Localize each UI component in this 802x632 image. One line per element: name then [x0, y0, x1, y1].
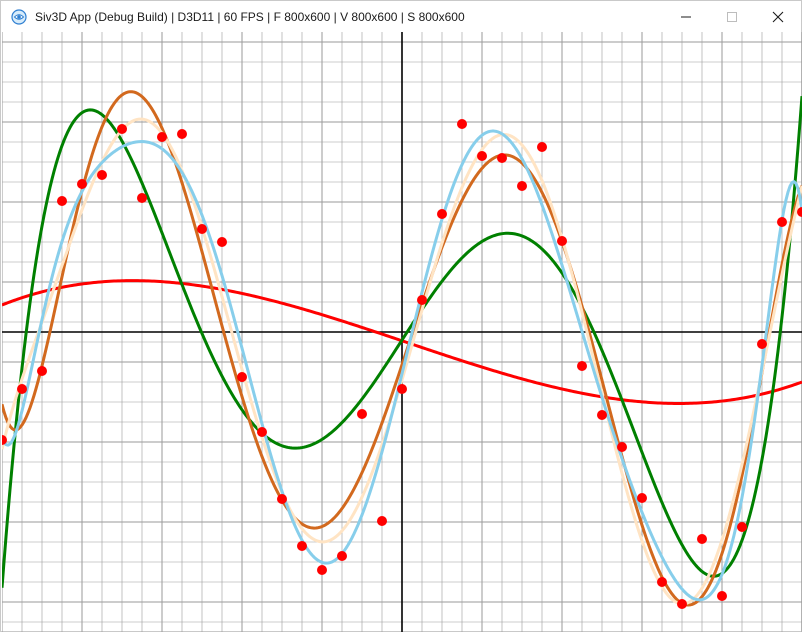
regression-plot — [2, 32, 802, 632]
data-point — [517, 181, 527, 191]
data-point — [217, 237, 227, 247]
data-point — [777, 217, 787, 227]
data-point — [237, 372, 247, 382]
data-point — [477, 151, 487, 161]
minimize-icon — [680, 11, 692, 23]
data-point — [497, 153, 507, 163]
data-point — [317, 565, 327, 575]
data-point — [157, 132, 167, 142]
data-point — [757, 339, 767, 349]
render-canvas[interactable] — [2, 32, 802, 632]
data-point — [177, 129, 187, 139]
data-point — [637, 493, 647, 503]
data-point — [577, 361, 587, 371]
data-point — [337, 551, 347, 561]
data-point — [117, 124, 127, 134]
data-point — [377, 516, 387, 526]
data-point — [737, 522, 747, 532]
data-point — [617, 442, 627, 452]
close-button[interactable] — [755, 1, 801, 32]
data-point — [277, 494, 287, 504]
data-point — [657, 577, 667, 587]
data-point — [697, 534, 707, 544]
data-point — [677, 599, 687, 609]
data-point — [597, 410, 607, 420]
data-point — [557, 236, 567, 246]
data-point — [537, 142, 547, 152]
data-point — [297, 541, 307, 551]
siv3d-app-icon — [11, 9, 27, 25]
data-point — [457, 119, 467, 129]
title-bar[interactable]: Siv3D App (Debug Build) | D3D11 | 60 FPS… — [1, 1, 801, 32]
data-point — [77, 179, 87, 189]
minimize-button[interactable] — [663, 1, 709, 32]
maximize-icon — [726, 11, 738, 23]
data-point — [357, 409, 367, 419]
maximize-button[interactable] — [709, 1, 755, 32]
data-point — [97, 170, 107, 180]
data-point — [417, 295, 427, 305]
data-point — [257, 427, 267, 437]
data-point — [437, 209, 447, 219]
data-point — [397, 384, 407, 394]
data-point — [57, 196, 67, 206]
close-icon — [772, 11, 784, 23]
window-title: Siv3D App (Debug Build) | D3D11 | 60 FPS… — [35, 10, 465, 24]
window-controls — [663, 1, 801, 32]
data-point — [37, 366, 47, 376]
data-point — [717, 591, 727, 601]
data-point — [197, 224, 207, 234]
data-point — [17, 384, 27, 394]
data-point — [137, 193, 147, 203]
